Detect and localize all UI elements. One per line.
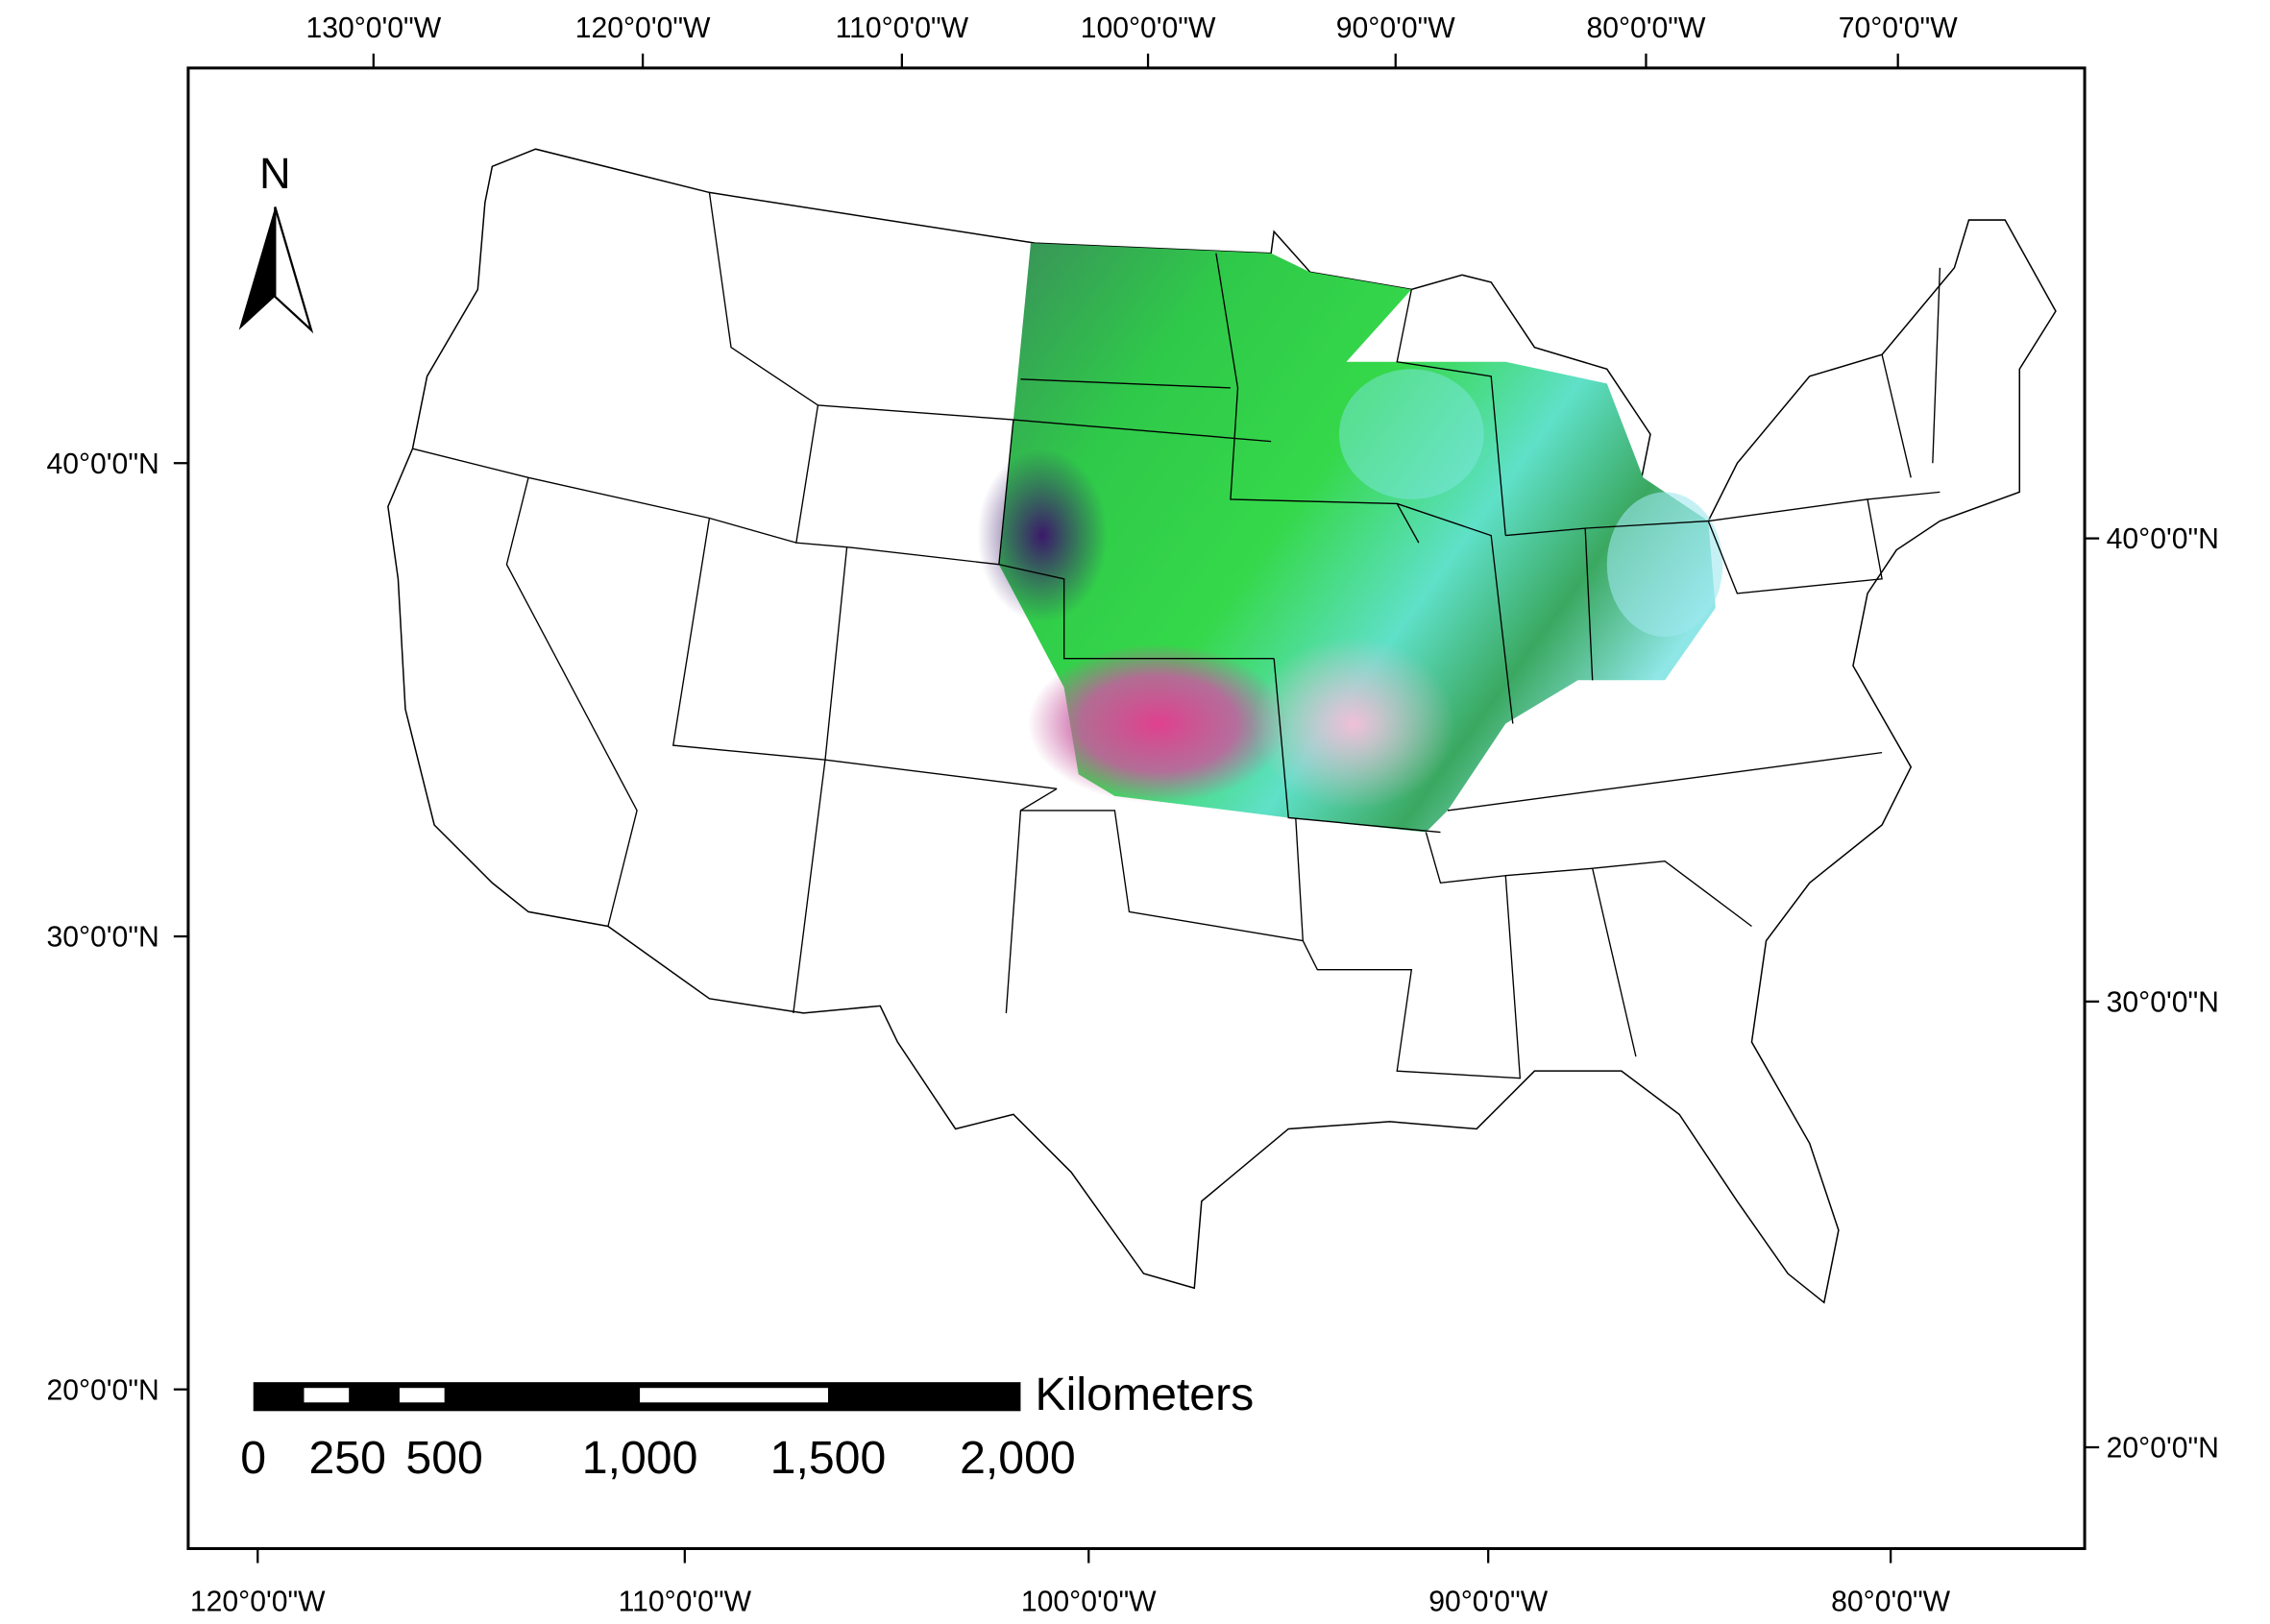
bottom-axis-label: 120°0'0"W: [190, 1586, 326, 1617]
top-axis-label: 100°0'0"W: [1081, 12, 1216, 44]
bottom-axis-label: 90°0'0"W: [1428, 1586, 1549, 1617]
right-axis-label: 40°0'0"N: [2107, 523, 2219, 555]
left-axis-label: 40°0'0"N: [47, 448, 159, 480]
left-axis-label: 20°0'0"N: [47, 1374, 159, 1406]
scale-label: 0: [240, 1432, 266, 1484]
scale-unit: Kilometers: [1036, 1369, 1255, 1420]
lightpink-area: [1252, 637, 1455, 811]
bottom-axis-label: 80°0'0"W: [1831, 1586, 1951, 1617]
purple-area: [977, 448, 1108, 623]
top-axis-label: 80°0'0"W: [1586, 12, 1706, 44]
cyan-area: [1606, 492, 1723, 638]
top-axis-label: 90°0'0"W: [1336, 12, 1456, 44]
bottom-axis-label: 100°0'0"W: [1021, 1586, 1157, 1617]
scale-label: 1,500: [770, 1432, 887, 1484]
top-axis-label: 70°0'0"W: [1839, 12, 1959, 44]
bottom-axis-label: 110°0'0"W: [619, 1586, 752, 1617]
top-axis-label: 110°0'0"W: [836, 12, 969, 44]
scale-label: 1,000: [582, 1432, 698, 1484]
scale-label: 250: [308, 1432, 385, 1484]
scale-label: 2,000: [960, 1432, 1076, 1484]
top-axis-label: 130°0'0"W: [305, 12, 441, 44]
cyan-area: [1338, 369, 1484, 499]
right-axis-label: 20°0'0"N: [2107, 1433, 2219, 1465]
map-body: 130°0'0"W 120°0'0"W 110°0'0"W 100°0'0"W 90°0…: [47, 12, 2219, 1617]
top-axis-label: 120°0'0"W: [575, 12, 711, 44]
state-lines: [412, 192, 1941, 1079]
scale-bar: Kilometers: [253, 1369, 1255, 1420]
left-axis-label: 30°0'0"N: [47, 922, 159, 954]
scale-label: 500: [405, 1432, 482, 1484]
right-axis-label: 30°0'0"N: [2107, 986, 2219, 1018]
pink-area: [1027, 643, 1289, 804]
north-label: N: [259, 149, 291, 198]
